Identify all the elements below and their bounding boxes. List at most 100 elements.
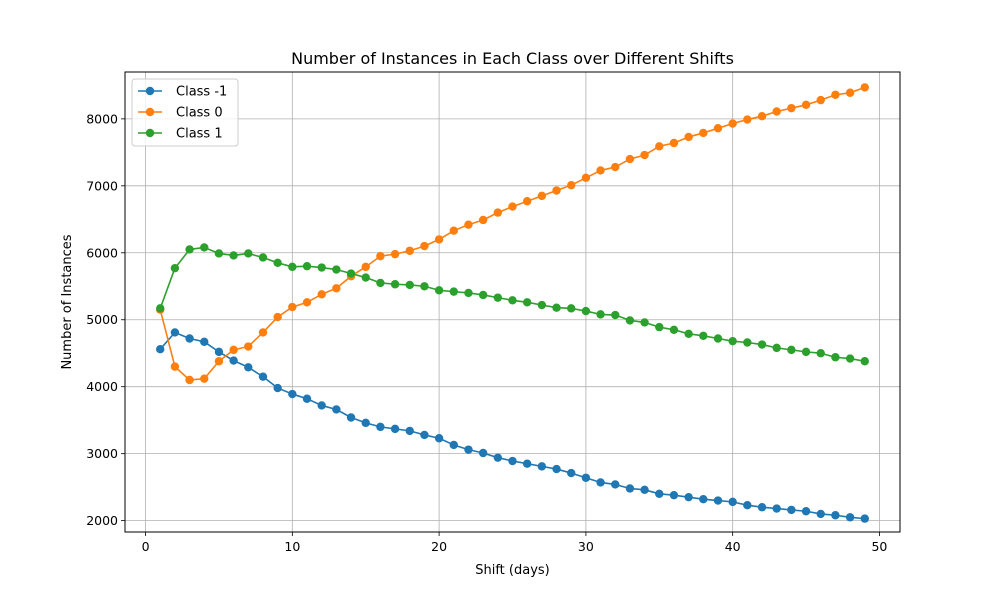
- data-point: [420, 282, 429, 291]
- data-point: [244, 249, 253, 258]
- data-point: [713, 334, 723, 343]
- data-point: [332, 284, 341, 293]
- data-point: [860, 357, 869, 366]
- data-point: [302, 394, 312, 403]
- legend-marker: [145, 107, 155, 117]
- data-point: [611, 310, 620, 320]
- data-point: [669, 490, 679, 500]
- data-point: [581, 306, 591, 316]
- data-point: [405, 280, 414, 290]
- data-point: [508, 296, 517, 305]
- data-point: [288, 262, 297, 272]
- data-point: [537, 191, 547, 201]
- data-point: [229, 251, 238, 260]
- data-point: [170, 328, 180, 337]
- y-tick-label: 2000: [86, 513, 118, 528]
- data-point: [156, 345, 165, 354]
- data-point: [405, 426, 414, 436]
- series-2: [156, 83, 869, 385]
- data-point: [581, 473, 591, 482]
- data-point: [317, 401, 326, 410]
- data-point: [845, 513, 855, 522]
- data-point: [302, 298, 312, 307]
- data-point: [816, 349, 825, 358]
- data-point: [787, 505, 796, 515]
- data-point: [390, 249, 400, 259]
- data-point: [464, 288, 473, 298]
- data-point: [831, 511, 840, 520]
- data-point: [478, 290, 488, 300]
- data-point: [655, 142, 664, 151]
- data-point: [434, 235, 444, 244]
- series-layer: [156, 83, 869, 523]
- legend-label: Class 0: [176, 106, 223, 121]
- data-point: [743, 501, 752, 510]
- data-point: [288, 389, 297, 399]
- data-point: [214, 347, 224, 357]
- plot-frame: [124, 71, 901, 533]
- data-point: [581, 173, 591, 182]
- data-point: [170, 362, 180, 371]
- y-tick-label: 7000: [86, 178, 118, 193]
- data-point: [317, 290, 326, 299]
- data-point: [816, 95, 825, 105]
- data-point: [288, 302, 297, 312]
- data-point: [567, 180, 576, 190]
- data-point: [860, 514, 869, 523]
- data-point: [522, 298, 532, 307]
- data-point: [244, 342, 253, 351]
- legend: Class -1 Class 0 Class 1: [131, 78, 239, 147]
- data-point: [434, 434, 444, 443]
- data-point: [200, 337, 209, 347]
- data-point: [185, 375, 194, 385]
- data-point: [596, 166, 605, 175]
- x-axis-label: Shift (days): [475, 563, 550, 578]
- data-point: [655, 489, 664, 499]
- legend-marker: [145, 86, 155, 96]
- data-point: [332, 265, 341, 274]
- x-tick-label: 10: [284, 539, 300, 554]
- data-point: [801, 100, 811, 110]
- data-point: [611, 162, 620, 172]
- data-point: [361, 418, 370, 428]
- data-point: [757, 111, 767, 121]
- x-axis-ticks: 0 10 20 30 40 50: [142, 532, 887, 554]
- data-point: [273, 312, 282, 322]
- data-point: [361, 262, 370, 272]
- data-point: [420, 241, 429, 251]
- data-point: [244, 363, 253, 372]
- data-point: [801, 347, 811, 357]
- data-point: [640, 150, 649, 160]
- y-tick-label: 8000: [86, 111, 118, 126]
- data-point: [522, 459, 532, 468]
- data-point: [185, 334, 194, 343]
- data-point: [699, 494, 708, 504]
- data-point: [655, 322, 664, 332]
- x-tick-label: 0: [142, 539, 150, 554]
- data-point: [214, 357, 224, 366]
- data-point: [743, 338, 752, 347]
- data-point: [552, 303, 561, 312]
- data-point: [625, 484, 635, 493]
- legend-marker: [145, 128, 155, 138]
- legend-box: [131, 78, 239, 147]
- data-point: [728, 336, 737, 346]
- data-point: [508, 456, 517, 466]
- data-point: [699, 128, 708, 138]
- data-point: [625, 154, 635, 164]
- y-axis-ticks: 2000 3000 4000 5000 6000 7000 8000: [86, 111, 125, 528]
- data-point: [376, 422, 385, 432]
- data-point: [376, 251, 385, 261]
- chart-title: Number of Instances in Each Class over D…: [291, 49, 734, 68]
- y-tick-label: 6000: [86, 245, 118, 260]
- data-point: [229, 345, 238, 355]
- data-point: [449, 440, 458, 450]
- data-point: [669, 138, 679, 148]
- data-point: [493, 293, 503, 302]
- series-3: [156, 243, 869, 366]
- y-tick-label: 3000: [86, 446, 118, 461]
- data-point: [258, 328, 268, 337]
- data-point: [772, 504, 781, 513]
- data-point: [449, 287, 458, 296]
